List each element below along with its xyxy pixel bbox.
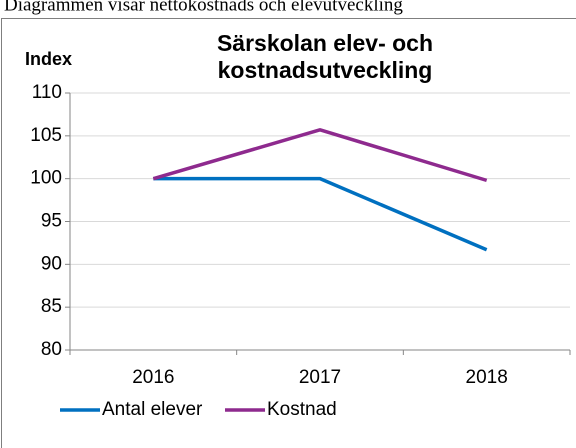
y-tick-label: 95 xyxy=(41,211,62,232)
x-tick-label: 2016 xyxy=(132,367,174,388)
y-tick-label: 110 xyxy=(32,82,62,103)
chart-border xyxy=(1,18,576,448)
y-tick-label: 100 xyxy=(30,168,62,189)
x-tick-label: 2018 xyxy=(466,367,508,388)
legend-label: Antal elever xyxy=(102,399,203,420)
series-line xyxy=(153,176,488,252)
chart-title: Särskolan elev- och xyxy=(217,30,433,56)
y-tick-label: 90 xyxy=(41,253,62,274)
y-axis-label: Index xyxy=(25,49,72,69)
y-tick-label: 85 xyxy=(41,296,62,317)
y-tick-label: 105 xyxy=(30,125,62,146)
caption: Diagrammen visar nettokostnads och elevu… xyxy=(4,0,403,15)
y-tick-label: 80 xyxy=(41,339,62,360)
legend-label: Kostnad xyxy=(267,399,337,420)
series-line xyxy=(152,128,488,183)
chart-title: kostnadsutveckling xyxy=(218,57,433,83)
x-tick-label: 2017 xyxy=(299,367,341,388)
